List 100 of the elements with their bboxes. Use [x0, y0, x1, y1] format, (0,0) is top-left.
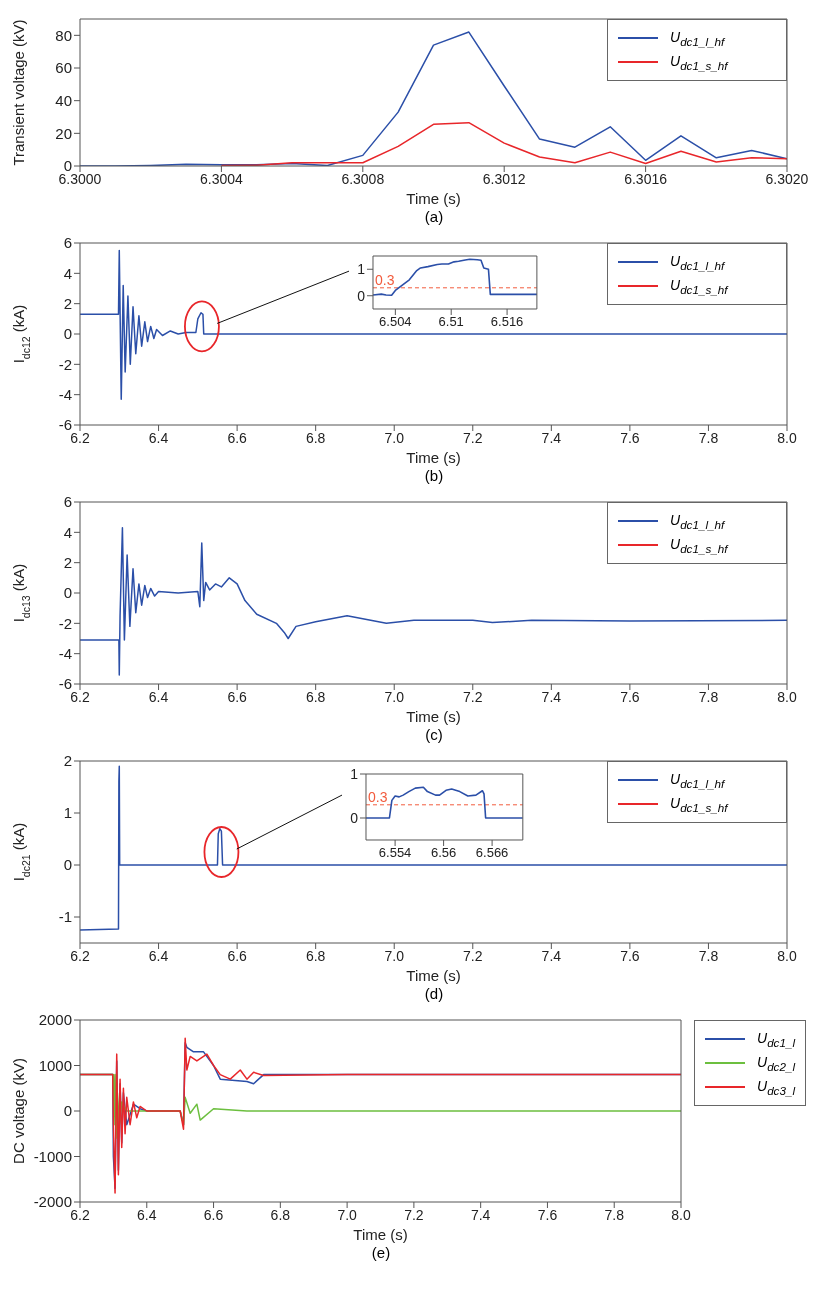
x-tick-label: 7.8 [698, 429, 719, 446]
y-tick-label: 4 [63, 264, 72, 282]
x-axis-title: Time (s) [353, 1226, 408, 1243]
x-tick-label: 6.516 [490, 314, 523, 330]
x-tick-label: 6.3008 [341, 170, 385, 187]
x-tick-label: 7.2 [404, 1206, 424, 1223]
y-tick-label: 2 [63, 294, 72, 312]
x-tick-label: 7.8 [604, 1206, 625, 1223]
x-tick-label: 6.8 [305, 429, 326, 446]
x-tick-label: 7.4 [541, 429, 562, 446]
x-tick-label: 8.0 [777, 947, 797, 964]
legend-label: U$_{dc1_l_hf}$ [670, 511, 725, 531]
text: (c) [424, 726, 444, 745]
x-tick-label: 6.56 [430, 845, 456, 861]
x-tick-label: 6.4 [148, 429, 169, 446]
legend-label: U$_{dc1_s_hf}$ [670, 535, 728, 555]
y-tick-label: 2 [63, 752, 72, 770]
text: (e) [370, 1244, 392, 1263]
y-tick-label: -4 [58, 385, 72, 403]
y-tick-label: 60 [55, 59, 72, 77]
x-tick-label: 6.504 [378, 314, 412, 330]
ref-line-label: 0.3 [374, 271, 395, 288]
y-tick-label: 0 [356, 287, 365, 304]
y-tick-label: 1000 [38, 1056, 72, 1074]
x-tick-label: 6.6 [227, 429, 248, 446]
x-axis-title: Time (s) [406, 967, 461, 984]
legend-label: U$_{dc1_l_hf}$ [670, 252, 725, 272]
x-tick-label: 6.3020 [765, 170, 809, 187]
x-tick-label: 7.8 [698, 688, 719, 705]
y-tick-label: 0 [349, 809, 358, 826]
y-tick-label: -6 [58, 675, 72, 693]
legend-label: U$_{dc1_s_hf}$ [670, 794, 728, 814]
x-axis-title: Time (s) [406, 708, 461, 725]
x-tick-label: 7.0 [384, 688, 405, 705]
legend-label: U$_{dc3_l}$ [757, 1077, 795, 1097]
y-tick-label: 40 [55, 91, 72, 109]
y-tick-label: 1 [356, 261, 365, 278]
y-tick-label: 1 [63, 804, 72, 822]
x-tick-label: 6.2 [70, 1206, 90, 1223]
x-tick-label: 6.6 [227, 947, 248, 964]
x-tick-label: 6.2 [70, 947, 90, 964]
y-tick-label: 0 [63, 1102, 72, 1120]
x-tick-label: 7.0 [384, 947, 405, 964]
x-tick-label: 7.2 [463, 688, 483, 705]
legend-label: U$_{dc1_l}$ [757, 1029, 795, 1049]
x-tick-label: 7.4 [541, 688, 562, 705]
y-tick-label: 2 [63, 553, 72, 571]
x-tick-label: 6.3016 [624, 170, 668, 187]
y-tick-label: 6 [63, 493, 72, 511]
y-tick-label: 0 [63, 584, 72, 602]
x-tick-label: 7.8 [698, 947, 719, 964]
legend-label: U$_{dc1_l_hf}$ [670, 28, 725, 48]
legend-label: U$_{dc1_s_hf}$ [670, 52, 728, 72]
x-tick-label: 6.4 [137, 1206, 157, 1223]
x-tick-label: 6.6 [203, 1206, 224, 1223]
x-tick-label: 7.4 [470, 1206, 491, 1223]
x-tick-label: 6.566 [475, 845, 508, 861]
text: (b) [423, 467, 445, 486]
x-tick-label: 7.6 [620, 947, 640, 964]
y-tick-label: -4 [58, 644, 72, 662]
x-tick-label: 7.2 [463, 947, 483, 964]
y-tick-label: 4 [63, 523, 72, 541]
y-tick-label: 2000 [38, 1011, 72, 1029]
y-tick-label: 0 [63, 856, 72, 874]
x-tick-label: 8.0 [777, 688, 797, 705]
x-tick-label: 7.0 [384, 429, 405, 446]
y-tick-label: -2 [58, 355, 72, 373]
ref-line-label: 0.3 [367, 788, 388, 805]
x-tick-label: 7.6 [620, 688, 640, 705]
y-tick-label: -2000 [33, 1193, 72, 1211]
y-tick-label: 6 [63, 234, 72, 252]
y-tick-label: -1000 [33, 1147, 72, 1165]
x-tick-label: 8.0 [671, 1206, 691, 1223]
x-tick-label: 6.2 [70, 429, 90, 446]
x-tick-label: 6.2 [70, 688, 90, 705]
x-tick-label: 8.0 [777, 429, 797, 446]
x-tick-label: 6.8 [305, 688, 326, 705]
x-axis-title: Time (s) [406, 190, 461, 207]
x-tick-label: 7.2 [463, 429, 483, 446]
legend-label: U$_{dc1_l_hf}$ [670, 770, 725, 790]
x-axis-title: Time (s) [406, 449, 461, 466]
y-tick-label: -2 [58, 614, 72, 632]
y-tick-label: -6 [58, 416, 72, 434]
y-axis-title: DC voltage (kV) [10, 1058, 27, 1164]
y-tick-label: 80 [55, 26, 72, 44]
x-tick-label: 6.4 [148, 947, 169, 964]
x-tick-label: 6.3004 [199, 170, 244, 187]
legend-label: U$_{dc1_s_hf}$ [670, 276, 728, 296]
x-tick-label: 6.3012 [482, 170, 526, 187]
y-axis-title: Transient voltage (kV) [10, 19, 27, 166]
text: (d) [423, 985, 445, 1004]
x-tick-label: 7.0 [337, 1206, 358, 1223]
x-tick-label: 6.4 [148, 688, 169, 705]
x-tick-label: 6.554 [378, 845, 411, 861]
x-tick-label: 6.6 [227, 688, 248, 705]
y-tick-label: 1 [349, 765, 358, 782]
x-tick-label: 7.4 [541, 947, 562, 964]
y-tick-label: 20 [55, 124, 72, 142]
x-tick-label: 6.8 [305, 947, 326, 964]
text: (a) [423, 208, 445, 227]
